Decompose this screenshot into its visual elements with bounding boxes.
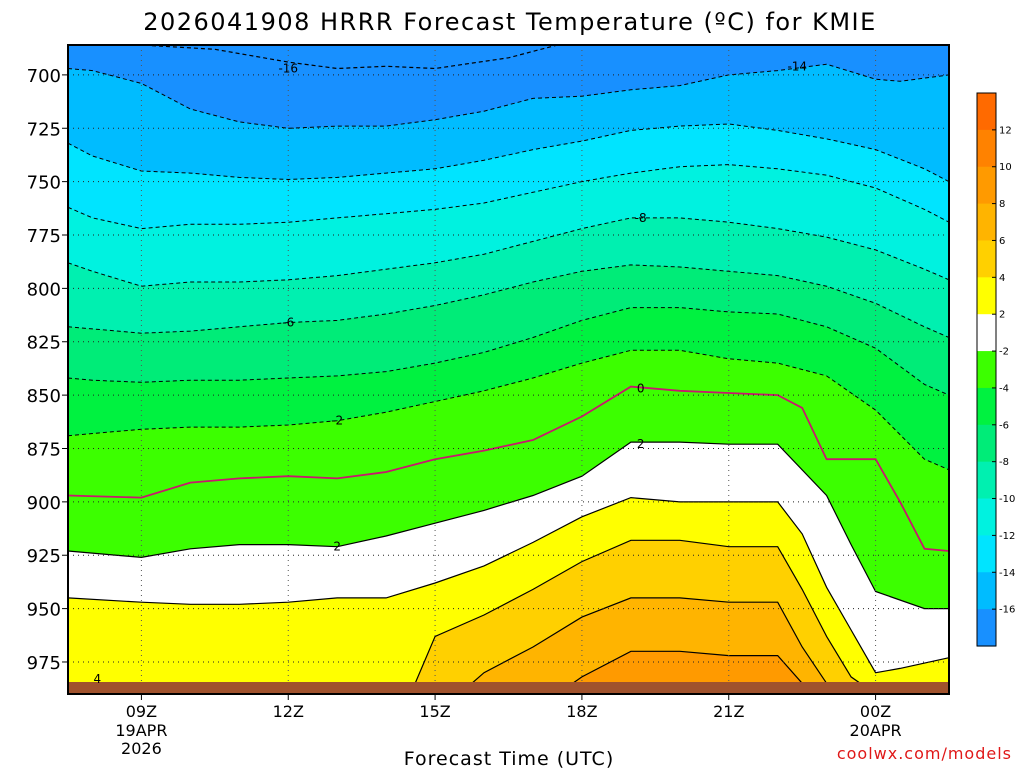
colorbar: 12 10 8 6 4 2 -2 -4 -6 -8 -10 -12 -14 -16	[976, 92, 1015, 647]
colorbar-tick-label: -2	[999, 347, 1009, 358]
colorbar-tick-label: -6	[999, 420, 1009, 431]
colorbar-swatch	[977, 314, 996, 352]
colorbar-tick-label: 10	[999, 162, 1012, 173]
colorbar-tick-label: -4	[999, 383, 1009, 394]
y-tick-label: 875	[27, 439, 61, 460]
colorbar-swatch	[977, 461, 996, 500]
x-tick-label: 12Z	[273, 702, 304, 721]
isotherm--12	[67, 123, 950, 183]
x-tick-date: 19APR	[115, 721, 167, 740]
y-axis: 700 725 750 775 800 825 850 875 900 925 950 975	[27, 66, 68, 674]
colorbar-tick-label: 6	[999, 236, 1005, 247]
isotherm-4	[67, 496, 950, 674]
y-tick-label: 825	[27, 333, 61, 354]
x-tick-label: 21Z	[713, 702, 744, 721]
contour-label: -8	[635, 211, 647, 225]
colorbar-tick-label: 4	[999, 273, 1005, 284]
freezing-isotherm	[67, 385, 950, 552]
x-tick-date: 2026	[121, 739, 162, 758]
y-tick-label: 950	[27, 600, 61, 621]
contour-labels: -16 -14 -8 -6 -2 0 2 2 4	[94, 59, 808, 686]
credit-link[interactable]: coolwx.com/models	[837, 744, 1012, 763]
x-tick-label: 09Z	[126, 702, 157, 721]
contour-label: -14	[787, 59, 807, 73]
isotherm--4	[67, 307, 950, 396]
contour-label: -16	[278, 61, 298, 75]
plot-area: -16 -14 -8 -6 -2 0 2 2 4	[67, 44, 950, 695]
colorbar-swatch	[977, 277, 996, 315]
colorbar-tick-label: -12	[999, 531, 1015, 542]
chart-title: 2026041908 HRRR Forecast Temperature (ºC…	[143, 8, 877, 36]
colorbar-swatch	[977, 609, 996, 647]
contour-label: 2	[333, 540, 341, 554]
isotherm-8	[459, 597, 852, 695]
y-tick-label: 750	[27, 173, 61, 194]
colorbar-swatch	[977, 535, 996, 573]
temperature-bands	[68, 45, 949, 695]
contour-label: 2	[637, 437, 645, 451]
y-tick-label: 850	[27, 386, 61, 407]
plot-frame	[67, 44, 950, 695]
y-tick-label: 700	[27, 66, 61, 87]
colorbar-frame	[976, 92, 997, 647]
colorbar-swatch	[977, 387, 996, 426]
colorbar-swatch	[977, 203, 996, 242]
contour-label: -6	[282, 316, 294, 330]
isotherm--14	[67, 63, 950, 129]
y-tick-label: 775	[27, 226, 61, 247]
y-tick-label: 800	[27, 279, 61, 300]
colorbar-swatch	[977, 572, 996, 610]
isotherm--16	[68, 44, 949, 70]
ground-surface	[68, 682, 949, 694]
colorbar-swatch	[977, 498, 996, 536]
x-tick-label: 18Z	[566, 702, 597, 721]
colorbar-swatch	[977, 93, 996, 131]
y-tick-label: 975	[27, 653, 61, 674]
gridlines	[68, 45, 949, 694]
colorbar-swatch	[977, 240, 996, 278]
contour-label: 4	[94, 672, 102, 686]
y-tick-label: 925	[27, 546, 61, 567]
isotherm-2	[67, 441, 949, 610]
isotherm-10	[557, 650, 818, 695]
colorbar-tick-label: -16	[999, 605, 1015, 616]
isotherm--8	[67, 217, 950, 287]
y-tick-label: 900	[27, 493, 61, 514]
colorbar-swatch	[977, 129, 996, 168]
x-tick-label: 15Z	[419, 702, 450, 721]
x-tick-label: 00Z	[860, 702, 891, 721]
x-tick-date: 20APR	[850, 721, 902, 740]
colorbar-tick-label: 12	[999, 125, 1012, 136]
contour-label: 0	[637, 382, 645, 396]
y-tick-label: 725	[27, 119, 61, 140]
colorbar-tick-label: -14	[999, 568, 1015, 579]
colorbar-swatch	[977, 166, 996, 205]
isotherm-6	[68, 539, 949, 695]
x-axis-label: Forecast Time (UTC)	[404, 748, 614, 768]
colorbar-swatch	[977, 424, 996, 463]
colorbar-tick-label: 8	[999, 199, 1005, 210]
contour-label: -2	[331, 414, 343, 428]
colorbar-swatch	[977, 351, 996, 389]
isotherm--10	[67, 164, 950, 230]
isotherm--2	[67, 349, 950, 471]
colorbar-tick-label: 2	[999, 310, 1005, 321]
colorbar-tick-label: -10	[999, 494, 1015, 505]
colorbar-tick-label: -8	[999, 457, 1009, 468]
